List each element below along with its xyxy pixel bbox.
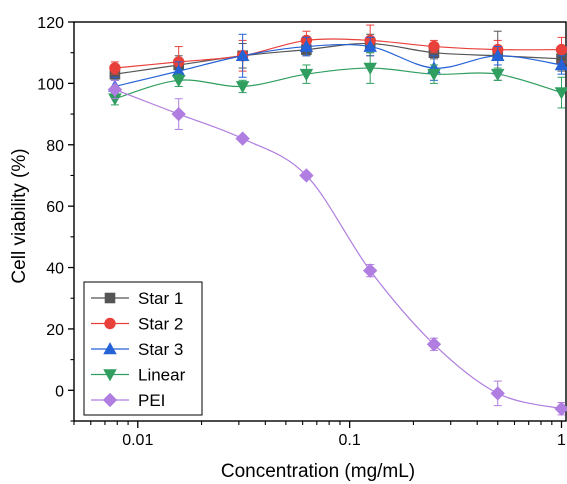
series-star-2-point (428, 40, 440, 53)
series-pei-point (554, 401, 567, 416)
legend-item-pei: PEI (91, 391, 165, 410)
y-tick-label: 60 (46, 199, 64, 216)
y-tick-label: 120 (37, 15, 64, 32)
series-pei (107, 79, 567, 416)
legend-label: Star 1 (138, 289, 183, 308)
series-star-2-point (555, 43, 567, 56)
series-linear-point (363, 62, 377, 75)
y-tick-label: 0 (55, 383, 64, 400)
series-linear-point (554, 87, 567, 100)
axes: 0 20 40 60 80 100 120 0.01 0.1 1 (37, 15, 567, 449)
legend-item-linear: Linear (91, 366, 186, 385)
plot-frame (73, 21, 567, 422)
legend-label: PEI (138, 391, 165, 410)
series-star-3-line (114, 43, 562, 88)
series-pei-line (114, 88, 562, 410)
legend-item-star-3: Star 3 (91, 340, 183, 359)
series-pei-point (171, 106, 186, 122)
series-star-3-point (363, 39, 377, 52)
series-linear-point (235, 81, 250, 94)
series-linear-point (171, 75, 186, 88)
x-axis-label: Concentration (mg/mL) (221, 461, 415, 482)
series-pei-point (235, 131, 250, 146)
legend-label: Linear (138, 366, 186, 385)
series-pei-point (426, 337, 442, 352)
series-pei-point (363, 263, 378, 278)
series-star-3-point (490, 48, 505, 62)
legend-item-star-2: Star 2 (91, 315, 183, 334)
x-tick-label: 1 (557, 432, 566, 449)
series-star-3-point (554, 58, 567, 71)
series-linear-point (490, 68, 505, 82)
series-linear (108, 52, 567, 109)
series-linear-point (299, 68, 314, 82)
legend-marker (103, 342, 117, 355)
series-star-3-point (299, 39, 314, 52)
y-tick-label: 80 (46, 138, 64, 155)
series-pei-point (299, 168, 314, 183)
legend-marker (102, 392, 118, 408)
series-linear-point (427, 68, 441, 82)
series-layer (107, 24, 567, 416)
series-star-3-point (235, 48, 250, 62)
legend: Star 1 Star 2 Star 3 Linear PEI (83, 281, 203, 416)
legend-label: Star 3 (138, 340, 183, 359)
legend-item-star-1: Star 1 (91, 289, 183, 308)
legend-marker (103, 369, 117, 382)
series-pei-point (107, 82, 123, 97)
legend-marker (104, 292, 116, 304)
y-tick-label: 20 (46, 322, 64, 339)
legend-label: Star 2 (138, 315, 183, 334)
series-linear-line (114, 67, 562, 100)
series-pei-point (490, 386, 505, 401)
series-star-2-point (109, 62, 121, 74)
x-tick-label: 0.1 (339, 432, 361, 449)
x-tick-label: 0.01 (122, 432, 153, 449)
legend-marker (104, 317, 116, 330)
y-tick-label: 40 (46, 261, 64, 278)
y-axis-label: Cell viability (%) (9, 148, 30, 283)
y-tick-label: 100 (37, 76, 64, 93)
